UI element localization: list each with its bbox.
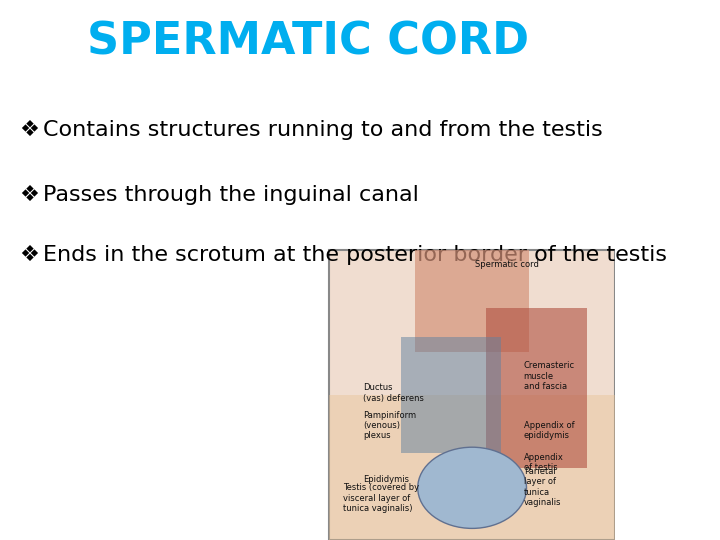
Ellipse shape: [418, 447, 526, 529]
Text: SPERMATIC CORD: SPERMATIC CORD: [86, 21, 528, 64]
Text: Ductus
(vas) deferens: Ductus (vas) deferens: [364, 383, 424, 403]
Bar: [329, 395, 616, 540]
Text: Ends in the scrotum at the posterior border of the testis: Ends in the scrotum at the posterior bor…: [42, 245, 667, 265]
Text: ❖: ❖: [19, 120, 39, 140]
Text: Parietal
layer of
tunica
vaginalis: Parietal layer of tunica vaginalis: [523, 467, 561, 507]
Text: ❖: ❖: [19, 185, 39, 205]
Text: Contains structures running to and from the testis: Contains structures running to and from …: [42, 120, 603, 140]
Text: Spermatic cord: Spermatic cord: [474, 260, 539, 269]
Bar: [415, 250, 529, 352]
Text: Appendix of
epididymis: Appendix of epididymis: [523, 421, 575, 441]
Bar: [400, 337, 500, 453]
Text: Epididymis: Epididymis: [364, 475, 410, 484]
Text: Pampiniform
(venous)
plexus: Pampiniform (venous) plexus: [364, 411, 416, 441]
Text: Appendix
of testis: Appendix of testis: [523, 453, 564, 472]
Text: Passes through the inguinal canal: Passes through the inguinal canal: [42, 185, 418, 205]
Bar: [329, 250, 616, 540]
Text: ❖: ❖: [19, 245, 39, 265]
Bar: [487, 308, 587, 468]
Text: Cremasteric
muscle
and fascia: Cremasteric muscle and fascia: [523, 361, 575, 391]
Text: Testis (covered by
visceral layer of
tunica vaginalis): Testis (covered by visceral layer of tun…: [343, 483, 420, 513]
